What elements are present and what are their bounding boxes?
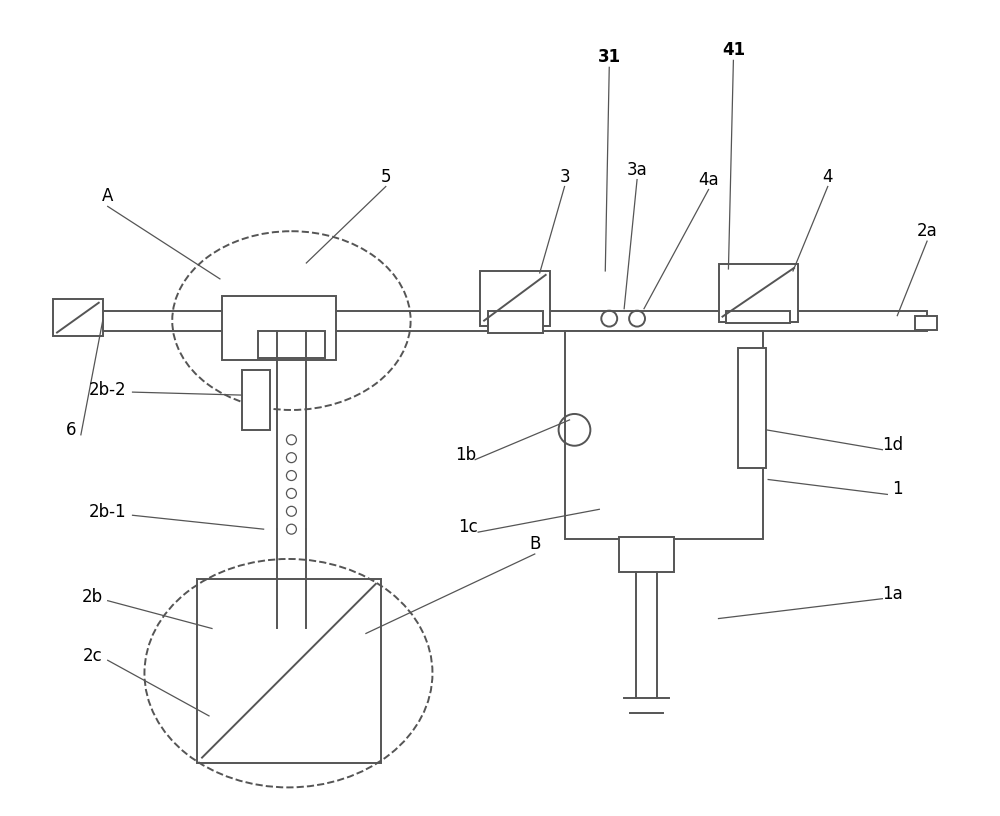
Text: 4: 4	[823, 167, 833, 185]
Text: 2b-1: 2b-1	[89, 503, 127, 521]
Bar	[488, 311, 543, 332]
Text: 2b: 2b	[82, 588, 103, 605]
Text: 41: 41	[722, 42, 745, 60]
Text: 1a: 1a	[882, 585, 903, 603]
Text: 2a: 2a	[917, 222, 937, 240]
Text: A: A	[102, 188, 113, 206]
Text: 31: 31	[598, 48, 621, 66]
Bar	[258, 330, 325, 358]
Bar	[98, 311, 927, 330]
Text: 1c: 1c	[458, 518, 478, 536]
Text: B: B	[529, 535, 540, 553]
Bar	[719, 264, 798, 322]
Text: 5: 5	[381, 167, 391, 185]
Text: 3a: 3a	[627, 161, 647, 179]
Bar	[222, 295, 336, 361]
Text: 1: 1	[892, 481, 903, 499]
Text: 3: 3	[559, 167, 570, 185]
Bar	[480, 271, 550, 326]
Bar	[565, 330, 763, 539]
Text: 1b: 1b	[455, 446, 476, 463]
Text: 2c: 2c	[83, 647, 103, 665]
Text: 4a: 4a	[698, 171, 719, 188]
Bar	[915, 316, 937, 330]
Bar	[242, 370, 270, 430]
Bar	[53, 299, 103, 336]
Bar	[726, 311, 790, 322]
Bar	[738, 348, 766, 468]
Text: 1d: 1d	[882, 436, 903, 454]
Bar	[197, 579, 381, 763]
Text: 2b-2: 2b-2	[89, 381, 127, 399]
Text: 6: 6	[66, 421, 76, 439]
Bar	[619, 537, 674, 572]
